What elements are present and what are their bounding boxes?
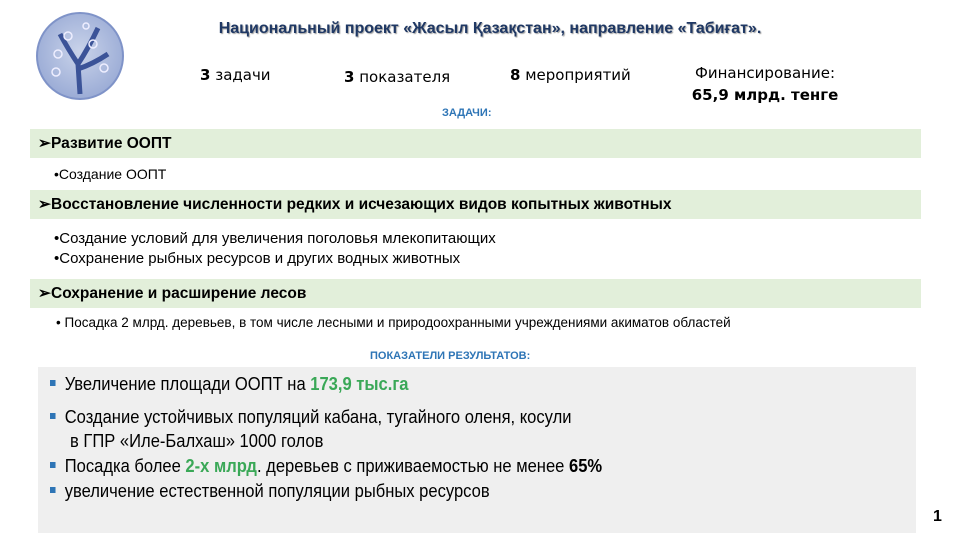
- tree-logo-icon: [51, 22, 110, 95]
- indicator-item-cont: в ГПР «Иле-Балхаш» 1000 голов: [70, 431, 324, 451]
- indicators-heading: ПОКАЗАТЕЛИ РЕЗУЛЬТАТОВ:: [370, 350, 531, 362]
- indicators-box: [38, 367, 916, 533]
- task-bar: ➢Сохранение и расширение лесов: [30, 279, 921, 308]
- financing: Финансирование: 65,9 млрд. тенге: [691, 64, 839, 104]
- stat-tasks: 3 задачи: [200, 66, 271, 84]
- task-item: •Сохранение рыбных ресурсов и других вод…: [54, 250, 461, 267]
- stat-indicators: 3 показателя: [344, 68, 451, 86]
- task-bar: ➢Развитие ООПТ: [30, 129, 921, 158]
- indicator-item: увеличение естественной популяции рыбных…: [50, 481, 490, 502]
- indicator-item: Увеличение площади ООПТ на 173,9 тыс.га: [50, 374, 408, 395]
- task-item: •Создание ООПТ: [54, 166, 167, 182]
- tasks-heading: ЗАДАЧИ:: [442, 107, 492, 119]
- task-item: •Создание условий для увеличения поголов…: [54, 230, 496, 247]
- indicator-item: Посадка более 2-х млрд. деревьев с прижи…: [50, 456, 602, 477]
- stat-events: 8 мероприятий: [510, 66, 631, 84]
- indicator-item: Создание устойчивых популяций кабана, ту…: [50, 407, 571, 428]
- logo: [36, 12, 124, 100]
- task-item: • Посадка 2 млрд. деревьев, в том числе …: [56, 315, 731, 330]
- page-title: Национальный проект «Жасыл Қазақстан», н…: [218, 20, 762, 37]
- page-number: 1: [933, 508, 942, 525]
- task-bar: ➢Восстановление численности редких и исч…: [30, 190, 921, 219]
